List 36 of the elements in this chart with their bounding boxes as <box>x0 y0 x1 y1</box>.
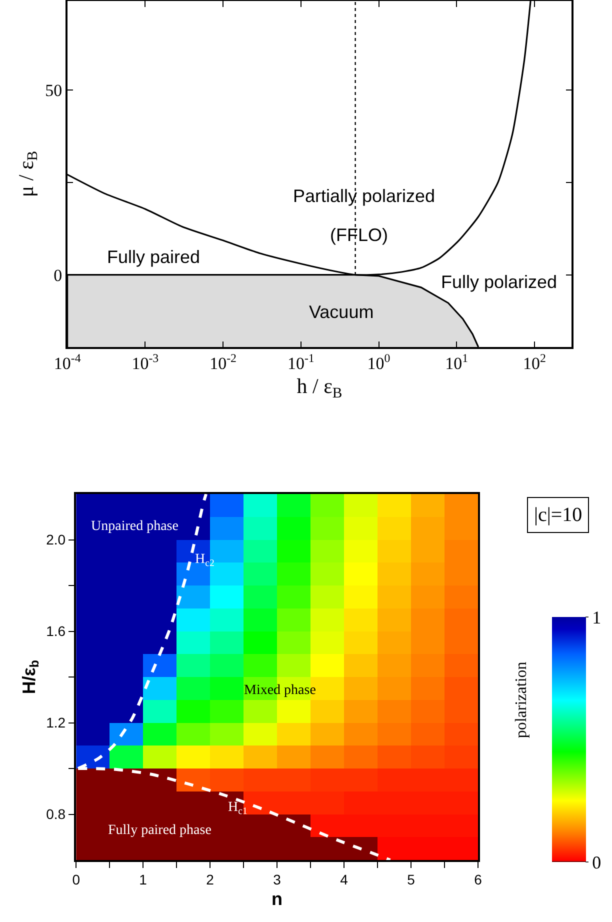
annotation: Fully paired <box>107 247 200 267</box>
x-tick-label: 10$^{2}$ <box>523 351 546 374</box>
x-tick-label: 1 <box>139 872 148 888</box>
annotation: Vacuum <box>309 302 374 322</box>
y-tick-label: 1.6 <box>46 623 66 640</box>
y-tick-label: 2.0 <box>46 532 66 548</box>
annotation: H$_{c2}$ <box>195 552 214 569</box>
x-tick-label: 0 <box>72 872 80 888</box>
x-tick-label: 2 <box>206 872 214 888</box>
y-tick-label: 50 <box>45 80 62 100</box>
x-tick-label: 10$^{-4}$ <box>54 351 81 374</box>
annotation: Fully polarized <box>441 272 558 292</box>
x-tick-label: 10$^{0}$ <box>367 351 390 374</box>
annotation: Partially polarized <box>293 186 436 206</box>
y-tick-label: 1.2 <box>46 714 66 731</box>
annotation: Unpaired phase <box>91 519 178 534</box>
x-axis-title: h / ε$_{B}$ <box>296 374 342 402</box>
x-tick-label: 10$^{1}$ <box>445 351 468 374</box>
color-bar-label: 0 <box>592 852 602 872</box>
y-tick-label: 0.8 <box>46 806 66 822</box>
x-axis-title: n <box>272 889 283 910</box>
x-tick-label: 3 <box>273 872 282 888</box>
color-bar-label: 1 <box>592 607 602 628</box>
x-tick-label: 6 <box>474 872 482 888</box>
color-bar-title: polarization <box>513 662 530 738</box>
x-tick-label: 10$^{-3}$ <box>132 351 159 374</box>
annotation: H$_{c1}$ <box>228 800 248 817</box>
annotation: Mixed phase <box>244 683 316 698</box>
text: |c|=10 <box>534 504 582 526</box>
x-tick-label: 10$^{-2}$ <box>210 351 237 374</box>
annotation: (FFLO) <box>330 225 388 245</box>
annotation: Fully paired phase <box>108 823 212 838</box>
x-tick-label: 10$^{-1}$ <box>287 351 314 374</box>
y-tick-label: 0 <box>54 266 62 285</box>
x-tick-label: 5 <box>407 872 416 888</box>
x-tick-label: 4 <box>340 872 348 888</box>
